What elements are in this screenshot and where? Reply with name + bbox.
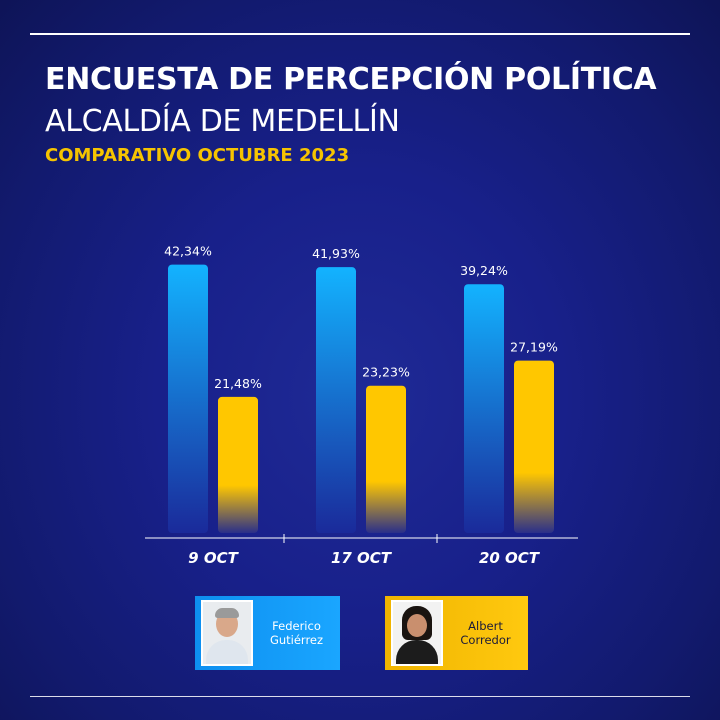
data-label: 41,93%	[312, 246, 360, 261]
x-tick-label: 9 OCT	[188, 549, 239, 567]
data-label: 23,23%	[362, 365, 410, 380]
albert-photo	[391, 600, 443, 666]
page-subtitle: ALCALDÍA DE MEDELLÍN	[45, 104, 400, 139]
data-label: 42,34%	[164, 244, 212, 259]
page-tagline: COMPARATIVO OCTUBRE 2023	[45, 145, 350, 166]
bar-albert-1	[218, 396, 258, 533]
legend-label-albert: Albert Corredor	[460, 619, 511, 647]
legend-label-federico: Federico Gutiérrez	[269, 619, 324, 647]
data-label: 21,48%	[214, 376, 262, 391]
page-title: ENCUESTA DE PERCEPCIÓN POLÍTICA	[45, 62, 657, 97]
legend-item-albert: Albert Corredor	[385, 596, 528, 670]
legend-item-federico: Federico Gutiérrez	[195, 596, 340, 670]
x-tick-label: 17 OCT	[331, 549, 393, 567]
bar-federico-1	[168, 264, 208, 533]
x-tick-label: 20 OCT	[479, 549, 541, 567]
bar-federico-3	[464, 284, 504, 533]
data-label: 27,19%	[510, 340, 558, 355]
bar-albert-2	[366, 385, 406, 533]
data-label: 39,24%	[460, 263, 508, 278]
bar-albert-3	[514, 360, 554, 533]
bar-federico-2	[316, 267, 356, 533]
top-divider	[30, 33, 690, 35]
bottom-divider	[30, 696, 690, 697]
federico-photo	[201, 600, 253, 666]
